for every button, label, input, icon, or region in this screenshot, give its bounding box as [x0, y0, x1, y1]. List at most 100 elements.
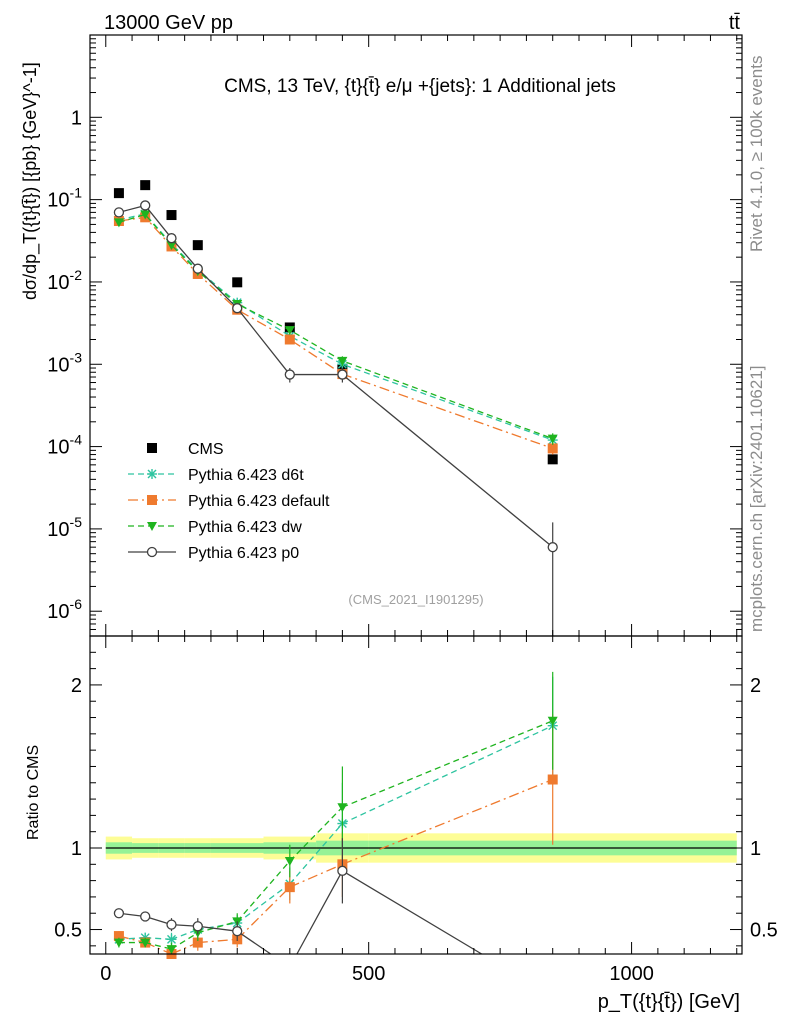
data-point — [284, 334, 295, 345]
ratio-point — [547, 774, 558, 785]
data-point — [337, 356, 348, 366]
legend-label: Pythia 6.423 p0 — [188, 545, 299, 562]
y-tick-label: 10-6 — [47, 596, 82, 623]
legend-label: Pythia 6.423 dw — [188, 519, 302, 536]
y-tick-label-right: 0.5 — [750, 920, 778, 942]
ratio-point — [284, 857, 295, 867]
data-point — [113, 188, 124, 199]
ratio-point — [337, 865, 348, 876]
data-point — [337, 369, 348, 380]
ratio-point — [284, 882, 295, 893]
ratio-series-p0 — [113, 838, 483, 955]
data-point — [547, 454, 558, 465]
legend-marker — [147, 469, 157, 479]
legend-label: CMS — [188, 441, 224, 458]
ratio-point — [113, 931, 124, 942]
y-tick-label: 1 — [71, 107, 82, 129]
legend-marker — [147, 495, 157, 505]
series-data — [113, 180, 558, 465]
main-y-tick-labels: 1 10-1 10-2 10-3 10-4 10-5 10-6 — [47, 107, 82, 623]
data-point — [232, 303, 243, 314]
y-tick-label: 10-2 — [47, 267, 82, 294]
ratio-line — [118, 778, 553, 955]
data-point — [166, 241, 177, 251]
y-tick-label: 10-1 — [47, 185, 82, 212]
series-d6t — [113, 208, 558, 447]
data-point — [547, 443, 558, 454]
ratio-point — [113, 938, 124, 948]
series-line — [118, 213, 553, 441]
header-final-state: tt̄ — [729, 12, 741, 34]
series-dw — [113, 210, 558, 445]
ratio-point — [337, 803, 348, 813]
legend-label: Pythia 6.423 default — [188, 493, 330, 510]
data-point — [547, 434, 558, 444]
data-point — [140, 210, 151, 220]
ratio-line — [118, 720, 553, 950]
ratio-point — [192, 937, 203, 948]
ratio-line — [118, 870, 483, 955]
mcplots-label: mcplots.cern.ch [arXiv:2401.10621] — [747, 366, 766, 632]
legend-label: Pythia 6.423 d6t — [188, 467, 304, 484]
ratio-series-d6t — [113, 676, 558, 946]
legend-marker — [147, 443, 157, 453]
series-line — [118, 213, 553, 440]
legend-marker — [146, 546, 158, 558]
ratio-axis-ticks — [90, 636, 742, 954]
ratio-point — [113, 908, 125, 919]
x-tick-label: 1000 — [609, 963, 654, 985]
legend-item-data: CMS — [147, 441, 224, 458]
analysis-watermark: (CMS_2021_I1901295) — [348, 592, 483, 607]
ratio-series — [113, 671, 558, 959]
main-title: CMS, 13 TeV, {t}{t̄} e/μ +{jets}: 1 Addi… — [224, 76, 616, 97]
data-point — [232, 277, 243, 288]
legend-item-p0: Pythia 6.423 p0 — [128, 545, 299, 562]
ratio-point — [166, 919, 177, 930]
data-point — [113, 207, 125, 218]
data-point — [547, 542, 558, 553]
ratio-point — [166, 945, 177, 955]
data-point — [140, 200, 151, 211]
rivet-version-label: Rivet 4.1.0, ≥ 100k events — [747, 56, 766, 252]
ratio-point — [140, 938, 151, 948]
y-tick-label: 2 — [71, 675, 82, 697]
data-point — [192, 263, 203, 274]
main-y-axis-label: dσ/dp_T({t}{t̄}) [{pb} {GeV}^-1] — [20, 62, 41, 300]
y-tick-label: 10-3 — [47, 349, 82, 376]
legend-item-default: Pythia 6.423 default — [128, 493, 330, 510]
ratio-point — [232, 926, 243, 937]
data-point — [113, 218, 124, 228]
data-point — [284, 369, 295, 380]
x-axis-label: p_T({t}{t̄}) [GeV] — [598, 991, 740, 1013]
header-process: 13000 GeV pp — [104, 12, 233, 34]
y-tick-label: 1 — [71, 838, 82, 860]
legend-marker — [147, 522, 157, 531]
data-point — [284, 326, 295, 336]
main-panel: 1 10-1 10-2 10-3 10-4 10-5 10-6 CMS, 13 TeV, {… — [20, 34, 743, 637]
series-line — [118, 204, 554, 548]
legend: CMS Pythia 6.423 d6t Pythia 6.423 default P… — [128, 441, 330, 562]
data-point — [166, 233, 177, 244]
ratio-point — [192, 921, 203, 932]
data-point — [192, 240, 203, 251]
y-tick-label-right: 2 — [750, 675, 761, 697]
ratio-point — [547, 716, 558, 726]
y-tick-label-right: 1 — [750, 838, 761, 860]
data-point — [140, 180, 151, 191]
ratio-panel: 0.5 0.5 1 1 2 2 0 500 1000 Ratio to CMS p_T({t}… — [25, 635, 778, 1013]
x-tick-label: 500 — [352, 963, 385, 985]
legend-item-d6t: Pythia 6.423 d6t — [128, 467, 304, 484]
ratio-point — [140, 911, 151, 922]
x-tick-label: 0 — [100, 963, 111, 985]
main-series — [113, 180, 558, 636]
series-line — [118, 216, 553, 450]
x-tick-labels: 0 500 1000 — [100, 963, 654, 985]
y-tick-label: 10-5 — [47, 514, 82, 541]
ratio-line — [118, 725, 553, 940]
y-tick-label: 10-4 — [47, 432, 82, 459]
y-tick-label: 0.5 — [54, 920, 82, 942]
data-point — [166, 210, 177, 221]
ratio-frame — [89, 635, 743, 955]
series-p0 — [113, 200, 558, 636]
